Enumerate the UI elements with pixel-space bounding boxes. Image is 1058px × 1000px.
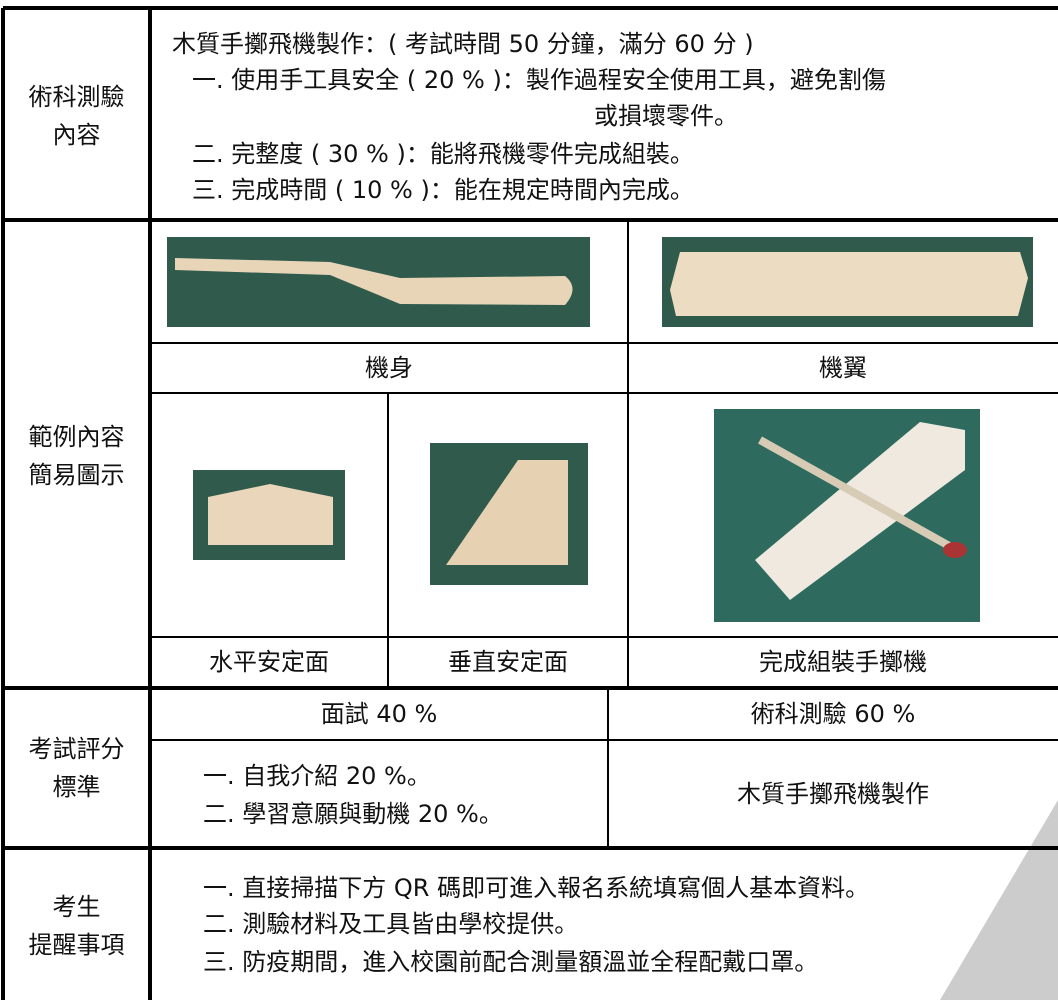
- header: 面試 40 %: [320, 700, 438, 728]
- content-line: 三. 防疫期間，進入校園前配合測量額溫並全程配戴口罩。: [203, 948, 819, 976]
- content-line: 二. 完整度 ( 30 % )：能將飛機零件完成組裝。: [192, 140, 694, 168]
- content-line: 木質手擲飛機製作: [737, 780, 929, 808]
- caption: 垂直安定面: [448, 648, 568, 676]
- section-label: 術科測驗 內容: [3, 78, 150, 154]
- label-line: 考試評分: [28, 735, 125, 763]
- content-line: 二. 學習意願與動機 20 %。: [203, 800, 503, 828]
- caption: 完成組裝手擲機: [759, 648, 927, 676]
- decoration: [940, 800, 1058, 1000]
- content-line: 三. 完成時間 ( 10 % )：能在規定時間內完成。: [192, 176, 694, 204]
- content-line: 木質手擲飛機製作：( 考試時間 50 分鐘，滿分 60 分 ): [172, 30, 754, 58]
- caption: 水平安定面: [209, 648, 329, 676]
- content-line: 二. 測驗材料及工具皆由學校提供。: [203, 910, 579, 938]
- label-line: 術科測驗: [28, 83, 125, 111]
- caption: 機翼: [819, 354, 867, 382]
- content-line: 一. 直接掃描下方 QR 碼即可進入報名系統填寫個人基本資料。: [203, 874, 870, 902]
- thick-lines: [1, 6, 1058, 1000]
- thin-lines: [150, 220, 1058, 848]
- label-line: 考生: [52, 893, 101, 921]
- label-line: 標準: [52, 773, 101, 801]
- content-line: 一. 使用手工具安全 ( 20 % )：製作過程安全使用工具，避免割傷: [192, 66, 886, 94]
- section-label: 考試評分 標準: [3, 730, 150, 806]
- section-label: 考生 提醒事項: [3, 888, 150, 964]
- caption: 機身: [365, 354, 413, 382]
- label-line: 提醒事項: [28, 931, 125, 959]
- content-line: 或損壞零件。: [594, 102, 738, 130]
- photos: [167, 237, 1033, 622]
- content-line: 一. 自我介紹 20 %。: [203, 762, 431, 790]
- section-label: 範例內容 簡易圖示: [3, 418, 150, 494]
- label-line: 簡易圖示: [28, 461, 125, 489]
- header: 術科測驗 60 %: [750, 700, 916, 728]
- label-line: 範例內容: [28, 423, 125, 451]
- label-line: 內容: [52, 121, 101, 149]
